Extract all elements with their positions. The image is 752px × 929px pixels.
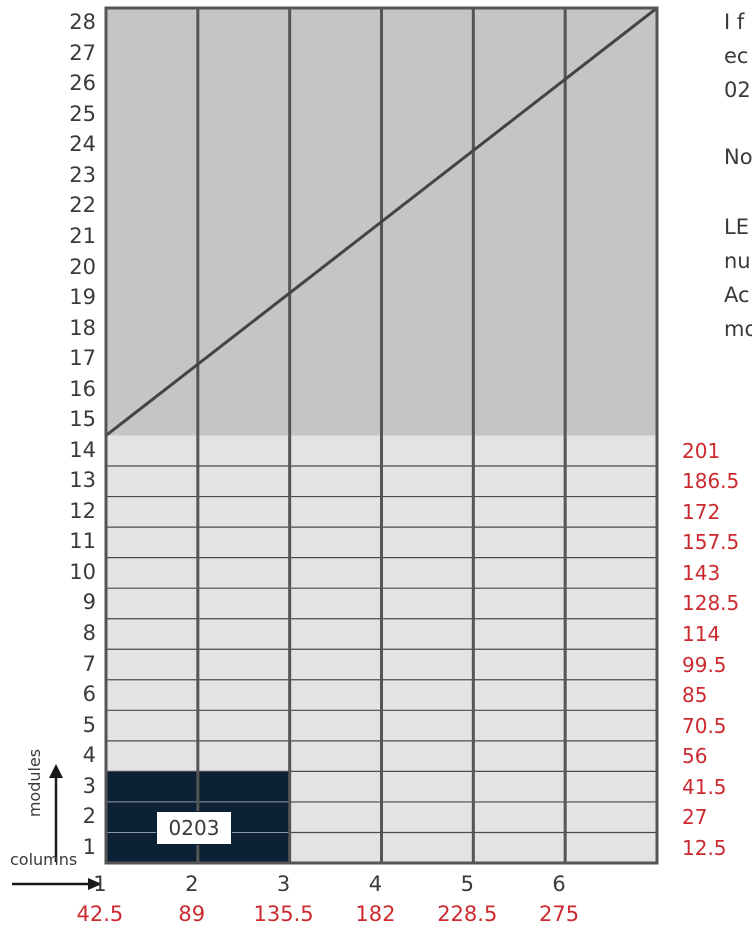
row-mm-value: 27 <box>682 805 708 830</box>
column-label: 1 <box>93 872 107 896</box>
column-label: 3 <box>276 872 291 896</box>
row-mm-value: 70.5 <box>682 713 727 738</box>
side-text-line-1: I f <box>724 10 745 34</box>
row-mm-value: 56 <box>682 744 708 769</box>
column-mm-value: 228.5 <box>437 902 498 926</box>
row-label: 19 <box>69 285 96 310</box>
modules-arrowhead <box>49 764 63 778</box>
row-label: 12 <box>69 498 96 523</box>
row-label: 3 <box>82 773 96 798</box>
side-text-line-6: nu <box>724 249 751 273</box>
side-text-line-4: No <box>724 145 752 169</box>
row-mm-value: 172 <box>682 499 721 524</box>
row-label: 25 <box>69 101 96 126</box>
module-label: 0203 <box>156 811 232 845</box>
row-label: 7 <box>82 651 96 676</box>
row-label: 1 <box>82 834 96 859</box>
columns-axis-caption: columns <box>10 850 78 869</box>
row-label: 24 <box>69 132 96 157</box>
row-label: 15 <box>69 407 96 432</box>
row-label: 14 <box>69 437 96 462</box>
row-label: 6 <box>82 682 96 707</box>
row-label: 18 <box>69 315 96 340</box>
row-label: 4 <box>82 743 96 768</box>
row-label: 20 <box>69 254 96 279</box>
side-text-line-8: mo <box>724 317 752 341</box>
row-mm-value: 201 <box>682 438 721 463</box>
row-label: 8 <box>82 620 96 645</box>
row-label: 13 <box>69 468 96 493</box>
row-label: 22 <box>69 193 96 218</box>
column-mm-value: 42.5 <box>76 902 124 926</box>
side-text-line-3: 02 <box>724 78 751 102</box>
column-label: 2 <box>185 872 199 896</box>
row-label: 26 <box>69 71 96 96</box>
row-label: 27 <box>69 40 96 65</box>
row-label: 16 <box>69 376 96 401</box>
column-mm-value: 275 <box>539 902 580 926</box>
column-mm-value: 182 <box>355 902 396 926</box>
row-label: 2 <box>82 804 96 829</box>
columns-arrowhead <box>88 878 102 890</box>
row-mm-value: 41.5 <box>682 774 727 799</box>
row-mm-value: 12.5 <box>682 835 727 860</box>
row-label: 21 <box>69 224 96 249</box>
row-mm-value: 143 <box>682 560 721 585</box>
row-mm-value: 114 <box>682 621 721 646</box>
side-text-line-2: ec <box>724 44 749 68</box>
column-mm-value: 89 <box>178 902 206 926</box>
column-label: 4 <box>368 872 383 896</box>
row-label: 10 <box>69 559 96 584</box>
side-text-line-7: Ac <box>724 283 750 307</box>
grid-border <box>104 6 659 865</box>
row-mm-value: 186.5 <box>682 469 740 494</box>
row-mm-value: 99.5 <box>682 652 727 677</box>
modules-axis-caption: modules <box>25 748 44 818</box>
row-label: 23 <box>69 162 96 187</box>
column-mm-value: 135.5 <box>253 902 314 926</box>
side-text-line-5: LE <box>724 215 749 239</box>
row-mm-value: 128.5 <box>682 591 740 616</box>
row-label: 17 <box>69 346 96 371</box>
row-label: 9 <box>82 590 96 615</box>
column-label: 5 <box>460 872 474 896</box>
row-label: 5 <box>82 712 96 737</box>
row-mm-value: 85 <box>682 683 708 708</box>
row-label: 11 <box>69 529 96 554</box>
column-label: 6 <box>552 872 566 896</box>
diagonal-line <box>105 6 658 437</box>
row-mm-value: 157.5 <box>682 530 740 555</box>
row-label: 28 <box>69 10 96 35</box>
